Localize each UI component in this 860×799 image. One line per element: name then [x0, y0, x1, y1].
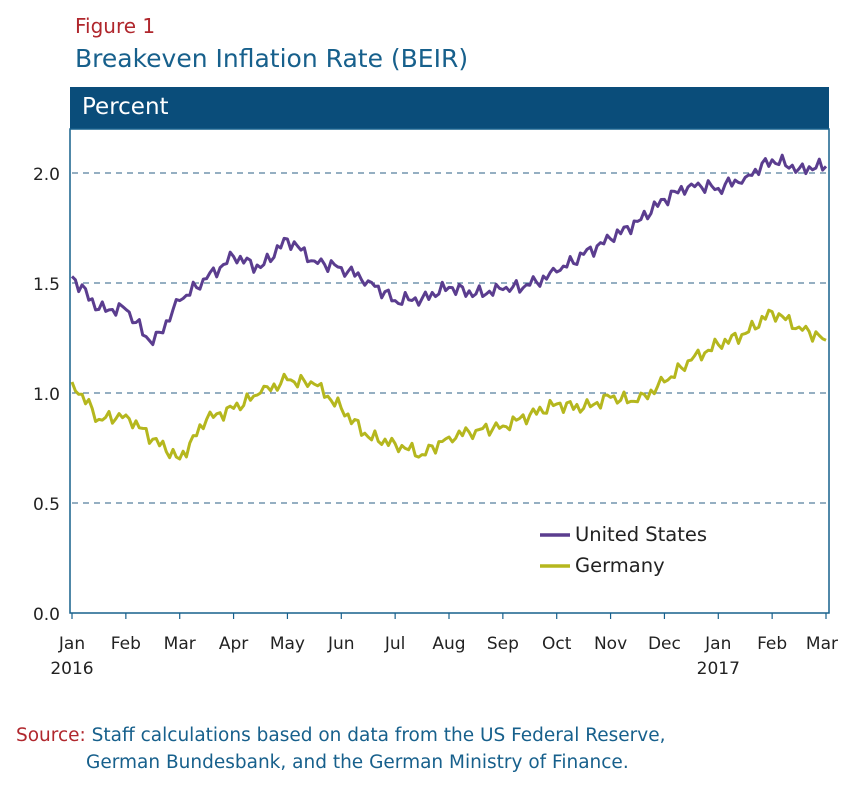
chart-area: 0.0 0.5 1.0 1.5 2.0 Jan 2016 Feb Mar Apr May Jun Ju… [33, 128, 838, 679]
y-tick-label: 0.0 [33, 605, 60, 625]
y-tick-label: 2.0 [33, 165, 60, 185]
unit-band: Percent [70, 87, 829, 129]
x-tick-year: 2016 [50, 659, 93, 679]
legend-label: United States [575, 523, 707, 546]
series-line-germany [70, 308, 827, 461]
source-note: Source: Staff calculations based on data… [16, 722, 666, 776]
x-tick-month: Jan [704, 634, 731, 654]
plot-frame [69, 128, 830, 614]
x-tick-month: Nov [594, 634, 627, 654]
x-tick-month: Apr [219, 634, 248, 654]
y-tick-label: 1.5 [33, 275, 60, 295]
legend-label: Germany [575, 554, 665, 577]
figure-label: Figure 1 [75, 14, 156, 38]
series-lines [70, 153, 828, 461]
grid-lines [72, 172, 826, 504]
y-tick-label: 1.0 [33, 385, 60, 405]
unit-label: Percent [82, 94, 169, 120]
x-tick-year: 2017 [697, 659, 740, 679]
x-tick-month: Feb [757, 634, 787, 654]
chart-title: Breakeven Inflation Rate (BEIR) [75, 44, 469, 73]
x-tick-month: Aug [432, 634, 465, 654]
x-tick-month: Jun [327, 634, 355, 654]
x-tick-month: Dec [648, 634, 681, 654]
legend: United States Germany [540, 523, 707, 577]
source-text-line2: German Bundesbank, and the German Minist… [86, 752, 629, 773]
source-text-line1: Staff calculations based on data from th… [91, 725, 666, 746]
source-label: Source: [16, 725, 86, 746]
x-tick-month: May [270, 634, 305, 654]
x-tick-month: Oct [542, 634, 572, 654]
x-tick-month: Jan [58, 634, 85, 654]
x-tick-month: Mar [164, 634, 196, 654]
y-tick-label: 0.5 [33, 495, 60, 515]
x-tick-month: Sep [487, 634, 519, 654]
x-tick-month: Feb [111, 634, 141, 654]
x-tick-month: Jul [384, 634, 406, 654]
y-axis-ticks: 0.0 0.5 1.0 1.5 2.0 [33, 165, 60, 625]
x-tick-month: Mar [806, 634, 838, 654]
x-axis-ticks: Jan 2016 Feb Mar Apr May Jun Jul Aug Sep Oct Nov Dec… [50, 613, 838, 679]
series-line-united-states [70, 153, 828, 347]
